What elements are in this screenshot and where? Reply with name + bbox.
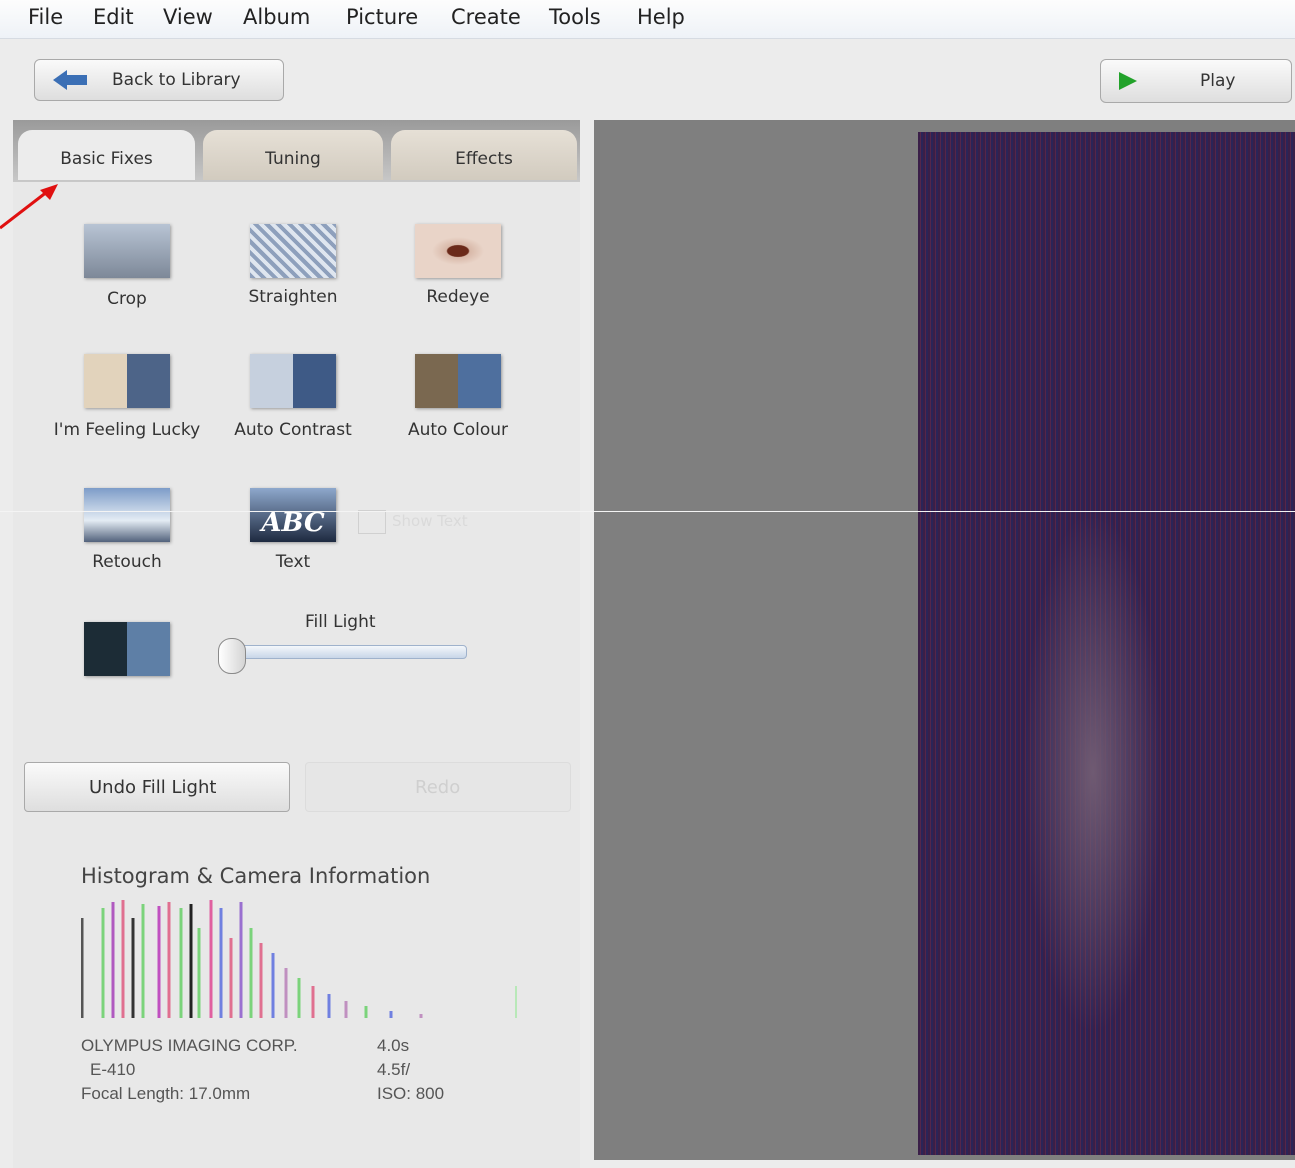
back-label: Back to Library	[112, 70, 241, 90]
menu-item[interactable]: Create	[451, 5, 521, 29]
tool-label: I'm Feeling Lucky	[41, 420, 213, 440]
menu-item[interactable]: Tools	[549, 5, 601, 29]
undo-label: Undo Fill Light	[89, 777, 216, 798]
histogram-title: Histogram & Camera Information	[81, 864, 430, 888]
contrast-icon[interactable]	[250, 354, 336, 408]
back-arrow-icon	[53, 70, 89, 90]
play-icon	[1119, 72, 1139, 92]
tool-label: Text	[208, 552, 378, 572]
tool-label: Crop	[42, 289, 212, 309]
straighten-icon[interactable]	[250, 224, 336, 278]
undo-button[interactable]: Undo Fill Light	[24, 762, 290, 812]
tab[interactable]: Tuning	[203, 130, 383, 180]
redo-button: Redo	[305, 762, 571, 812]
aperture: 4.5f/	[377, 1060, 410, 1080]
page: {"menu":["File","Edit","View","Album","P…	[0, 0, 1295, 1168]
camera-model: E-410	[90, 1060, 135, 1080]
menu-item[interactable]: Help	[637, 5, 685, 29]
histogram	[81, 898, 521, 1020]
play-button[interactable]: Play	[1100, 59, 1292, 103]
text-icon[interactable]: ABC	[250, 488, 336, 542]
annotation-arrow	[0, 182, 62, 232]
tab[interactable]: Effects	[391, 130, 577, 180]
iso: ISO: 800	[377, 1084, 444, 1104]
screen: File Edit View Album Picture Create Tool…	[0, 0, 1295, 1168]
tool-label: Retouch	[42, 552, 212, 572]
tool-label: Straighten	[208, 287, 378, 307]
fill-light-label: Fill Light	[305, 612, 376, 632]
menu-item[interactable]: Edit	[93, 5, 134, 29]
colour-icon[interactable]	[415, 354, 501, 408]
show-text-label: Show Text	[392, 512, 468, 530]
play-label: Play	[1200, 71, 1235, 91]
tab[interactable]: Basic Fixes	[18, 130, 195, 180]
show-text-checkbox	[358, 510, 386, 534]
camera-make: OLYMPUS IMAGING CORP.	[81, 1036, 298, 1056]
crop-icon[interactable]	[84, 224, 170, 278]
menu-item[interactable]: Album	[243, 5, 310, 29]
menu-item[interactable]: View	[163, 5, 213, 29]
retouch-icon[interactable]	[84, 488, 170, 542]
slider-knob[interactable]	[218, 638, 246, 674]
redeye-icon[interactable]	[415, 224, 501, 278]
focal-length: Focal Length: 17.0mm	[81, 1084, 250, 1104]
tool-label: Auto Colour	[373, 420, 543, 440]
menu-item[interactable]: Picture	[346, 5, 418, 29]
divider-line	[0, 511, 1295, 512]
lucky-icon[interactable]	[84, 354, 170, 408]
tool-label: Auto Contrast	[208, 420, 378, 440]
menu-item[interactable]: File	[28, 5, 63, 29]
tool-label: Redeye	[373, 287, 543, 307]
menu-bar: File Edit View Album Picture Create Tool…	[0, 0, 1295, 39]
redo-label: Redo	[415, 777, 460, 798]
back-button[interactable]: Back to Library	[34, 59, 284, 101]
exposure: 4.0s	[377, 1036, 409, 1056]
photo	[918, 132, 1295, 1155]
fill-light-icon	[84, 622, 170, 676]
fill-light-slider[interactable]	[220, 645, 467, 659]
